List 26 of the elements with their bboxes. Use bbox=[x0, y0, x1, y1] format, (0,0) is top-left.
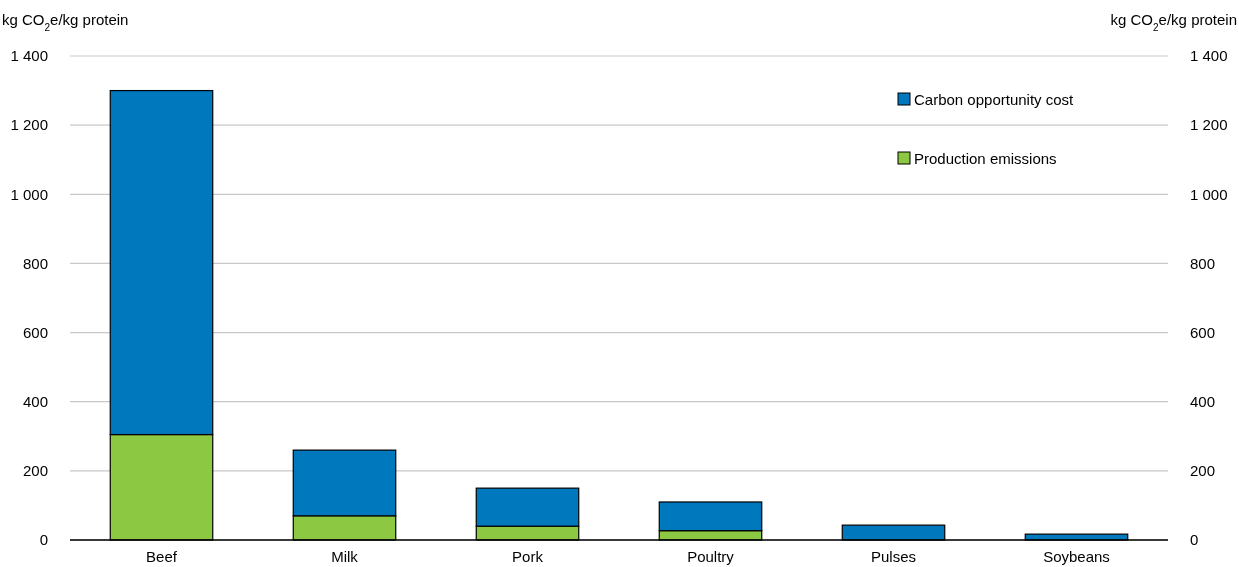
x-tick-label: Pork bbox=[512, 548, 544, 565]
legend-label: Production emissions bbox=[914, 150, 1057, 167]
y2-tick-label: 1 200 bbox=[1190, 116, 1228, 134]
y-tick-label: 1 400 bbox=[10, 47, 48, 65]
y2-tick-label: 1 000 bbox=[1190, 185, 1228, 203]
y-tick-label: 1 000 bbox=[10, 185, 48, 203]
x-tick-label: Pulses bbox=[870, 548, 917, 565]
y2-tick-label: 400 bbox=[1190, 393, 1216, 411]
x-tick-label: Beef bbox=[146, 548, 178, 565]
y-tick-label: 600 bbox=[22, 323, 48, 341]
y-tick-label: 200 bbox=[22, 462, 48, 480]
y2-tick-label: 200 bbox=[1190, 462, 1216, 480]
y-tick-label: 800 bbox=[22, 254, 48, 272]
y2-axis-title: kg CO$_{2}$e/kg protein bbox=[1110, 11, 1237, 33]
y-axis-title: kg CO$_{2}$e/kg protein bbox=[2, 11, 129, 33]
y-tick-label: 400 bbox=[22, 393, 48, 411]
x-tick-label: Milk bbox=[331, 548, 359, 565]
y-tick-label: 1 200 bbox=[10, 116, 48, 134]
y2-tick-label: 600 bbox=[1190, 323, 1216, 341]
y-tick-label: 0 bbox=[39, 531, 48, 549]
y2-tick-label: 800 bbox=[1190, 254, 1216, 272]
legend-label: Carbon opportunity cost bbox=[914, 91, 1075, 108]
y2-tick-label: 1 400 bbox=[1190, 47, 1228, 65]
x-tick-label: Soybeans bbox=[1043, 548, 1110, 565]
x-tick-label: Poultry bbox=[687, 548, 735, 565]
y2-tick-label: 0 bbox=[1190, 531, 1199, 549]
